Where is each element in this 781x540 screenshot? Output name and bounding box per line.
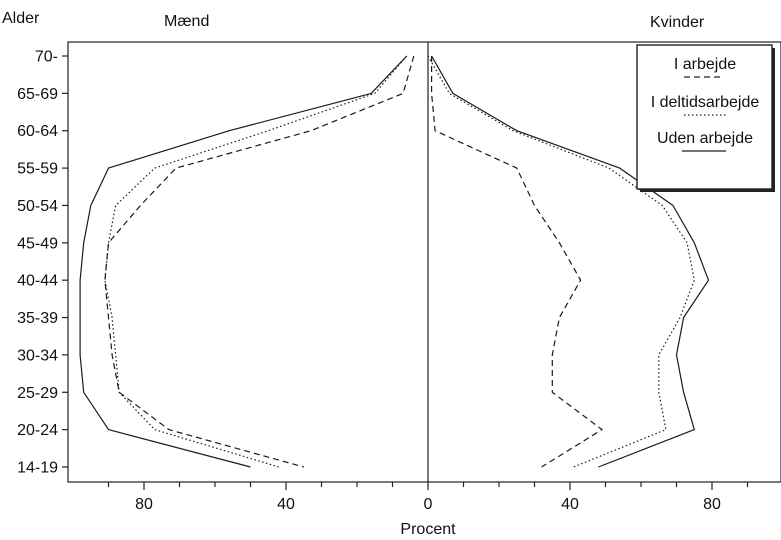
plot-frame xyxy=(67,41,781,483)
x-axis-ticks: 80 40 0 40 80 xyxy=(107,482,749,513)
y-tick-label: 50-54 xyxy=(17,198,58,215)
series-line-men-i-arbejde xyxy=(104,55,415,468)
series-line-men-i-deltidsarbejde xyxy=(104,55,408,468)
y-tick-label: 20-24 xyxy=(17,422,58,439)
x-tick-label: 40 xyxy=(277,496,295,513)
legend-label-i-arbejde: I arbejde xyxy=(674,56,736,73)
series-line-women-uden-arbejde xyxy=(431,55,710,468)
y-tick-label: 55-59 xyxy=(17,161,58,178)
men-panel-title: Mænd xyxy=(164,13,209,30)
series-line-women-i-arbejde xyxy=(431,56,603,468)
x-tick-label: 80 xyxy=(135,496,153,513)
legend-shadow-right xyxy=(772,48,775,192)
x-tick-label: 0 xyxy=(424,496,433,513)
y-tick-label: 60-64 xyxy=(17,123,58,140)
y-axis-ticks: 70- 65-69 60-64 55-59 50-54 45-49 40-44 35-39 30… xyxy=(17,49,68,477)
series-line-men-uden-arbejde xyxy=(79,55,408,468)
series-line-women-i-deltidsarbejde xyxy=(427,55,695,468)
y-tick-label: 30-34 xyxy=(17,347,58,364)
legend-shadow-bottom xyxy=(640,189,775,192)
legend-label-uden-arbejde: Uden arbejde xyxy=(657,130,753,147)
age-axis-label: Alder xyxy=(2,10,40,27)
series-lines xyxy=(79,55,710,468)
x-tick-label: 40 xyxy=(561,496,579,513)
y-tick-label: 65-69 xyxy=(17,86,58,103)
women-panel-title: Kvinder xyxy=(650,14,705,31)
legend: I arbejde I deltidsarbejde Uden arbejde xyxy=(636,44,775,192)
y-tick-label: 70- xyxy=(35,49,58,66)
x-axis-label: Procent xyxy=(400,521,456,538)
y-tick-label: 35-39 xyxy=(17,310,58,327)
y-tick-label: 40-44 xyxy=(17,273,58,290)
y-tick-label: 25-29 xyxy=(17,385,58,402)
y-tick-label: 14-19 xyxy=(17,460,58,477)
legend-label-i-deltidsarbejde: I deltidsarbejde xyxy=(651,94,760,111)
y-tick-label: 45-49 xyxy=(17,235,58,252)
x-tick-label: 80 xyxy=(703,496,721,513)
